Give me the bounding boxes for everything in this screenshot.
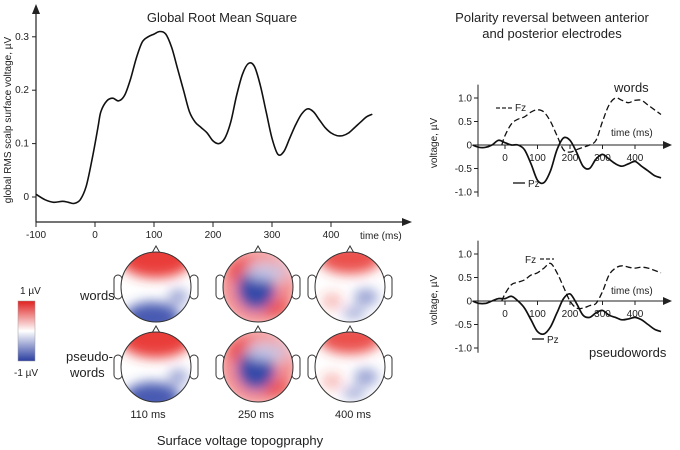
erp-pseudo-x-tick-label: 300 (594, 309, 611, 320)
time-label-250: 250 ms (238, 409, 275, 421)
scalp-map (223, 252, 293, 322)
rms-x-tick-label: 200 (205, 230, 222, 241)
erp-words-fz-label: Fz (515, 103, 526, 114)
erp-words-y-tick-label: 0.5 (458, 117, 472, 128)
polarity-title: Polarity reversal between anterior (455, 10, 649, 25)
colorbar-min-label: -1 µV (14, 368, 38, 379)
erp-words-x-tick-label: 0 (502, 153, 508, 164)
erp-pseudo-y-tick-label: -0.5 (455, 320, 473, 331)
head-outline (314, 251, 386, 323)
topography-title: Surface voltage topogpraphy (157, 433, 324, 448)
topomap-words-400ms (307, 244, 393, 323)
colorbar-max-label: 1 µV (20, 286, 41, 297)
rms-title: Global Root Mean Square (147, 10, 297, 25)
erp-pseudo-y-label: voltage, µV (429, 275, 440, 326)
head-outline (120, 331, 192, 403)
erp-pseudo-pz-label: Pz (547, 335, 559, 346)
rms-y-tick-label: 0.3 (15, 32, 29, 43)
erp-words-x-label: time (ms) (611, 128, 653, 139)
head-outline (222, 251, 294, 323)
erp-pseudo-y-tick-label: 0 (466, 297, 472, 308)
head-outline (222, 331, 294, 403)
scalp-map (315, 252, 385, 322)
topomap-pseudowords-250ms (215, 324, 301, 403)
colorbar (17, 300, 36, 362)
erp-pseudo-fz-legend: Fz (525, 255, 554, 266)
rms-x-tick-label: 100 (146, 230, 163, 241)
rms-x-tick-label: 0 (92, 230, 98, 241)
erp-words-label: words (613, 80, 649, 95)
erp-pseudo-x-tick-label: 100 (529, 309, 546, 320)
polarity-subtitle: and posterior electrodes (482, 26, 622, 41)
rms-y-axis-arrow (32, 4, 40, 14)
erp-words-x-axis-arrow (663, 141, 672, 149)
erp-pseudo-fz-label: Fz (525, 255, 536, 266)
erp-pseudo-x-tick-label: 200 (562, 309, 579, 320)
erp-words-chart: words voltage, µV time (ms) 1.0 0.5 0 -0.5 -… (429, 80, 672, 199)
erp-pseudo-x-label: time (ms) (611, 286, 653, 297)
topography-panel: 1 µV -1 µV words pseudo- words 110 ms 25… (14, 244, 393, 448)
erp-pseudo-x-axis-arrow (663, 297, 672, 305)
rms-y-tick-label: 0.1 (15, 139, 29, 150)
erp-pseudowords-chart: pseudowords voltage, µV time (ms) 1.0 0.5… (429, 240, 672, 360)
rms-y-tick-label: 0 (23, 192, 29, 203)
topomap-words-110ms (113, 244, 199, 323)
rms-x-tick-label: 300 (264, 230, 281, 241)
erp-pseudo-y-tick-label: 1.0 (458, 250, 472, 261)
row-label-words: words (79, 288, 115, 303)
topomap-words-250ms (215, 244, 301, 323)
erp-words-x-tick-label: 400 (627, 153, 644, 164)
erp-words-x-tick-label: 200 (562, 153, 579, 164)
erp-words-y-tick-label: -1.0 (455, 188, 473, 199)
erp-words-y-tick-label: 1.0 (458, 94, 472, 105)
erp-pseudo-y-tick-label: 0.5 (458, 273, 472, 284)
rms-chart: Global Root Mean Square global RMS scalp… (3, 4, 412, 242)
erp-pseudo-x-tick-label: 400 (627, 309, 644, 320)
erp-pseudo-x-tick-label: 0 (502, 309, 508, 320)
erp-words-fz-line (501, 97, 662, 153)
time-label-110: 110 ms (130, 409, 166, 421)
erp-words-x-tick-label: 100 (529, 153, 546, 164)
topomap-pseudowords-400ms (307, 324, 393, 403)
erp-pseudo-pz-legend: Pz (532, 335, 559, 346)
scalp-map (315, 332, 385, 402)
erp-words-fz-legend: Fz (496, 103, 526, 114)
erp-words-y-tick-label: 0 (466, 141, 472, 152)
rms-x-tick-label: -100 (26, 230, 46, 241)
erp-words-y-label: voltage, µV (429, 118, 440, 169)
rms-series-line (35, 30, 373, 205)
rms-x-tick-label: 400 (323, 230, 340, 241)
erp-words-x-tick-label: 300 (594, 153, 611, 164)
erp-words-y-tick-label: -0.5 (455, 164, 473, 175)
erp-pseudo-label: pseudowords (589, 345, 667, 360)
erp-words-pz-line (472, 136, 662, 185)
erp-words-pz-legend: Pz (513, 179, 540, 190)
topomap-pseudowords-110ms (113, 324, 199, 403)
scalp-map (121, 252, 191, 322)
rms-x-axis-arrow (402, 218, 412, 226)
rms-y-label: global RMS scalp surface voltage, µV (3, 36, 14, 203)
scalp-map (223, 332, 293, 402)
time-label-400: 400 ms (335, 409, 372, 421)
erp-pseudo-y-tick-label: -1.0 (455, 344, 473, 355)
scalp-map (121, 332, 191, 402)
rms-y-tick-label: 0.2 (15, 85, 29, 96)
head-outline (120, 251, 192, 323)
head-outline (314, 331, 386, 403)
erp-pseudo-pz-line (472, 292, 662, 336)
row-label-pseudo-1: pseudo- (66, 349, 113, 364)
erp-words-pz-label: Pz (528, 179, 540, 190)
rms-x-label: time (ms) (360, 231, 402, 242)
row-label-pseudo-2: words (69, 365, 105, 380)
